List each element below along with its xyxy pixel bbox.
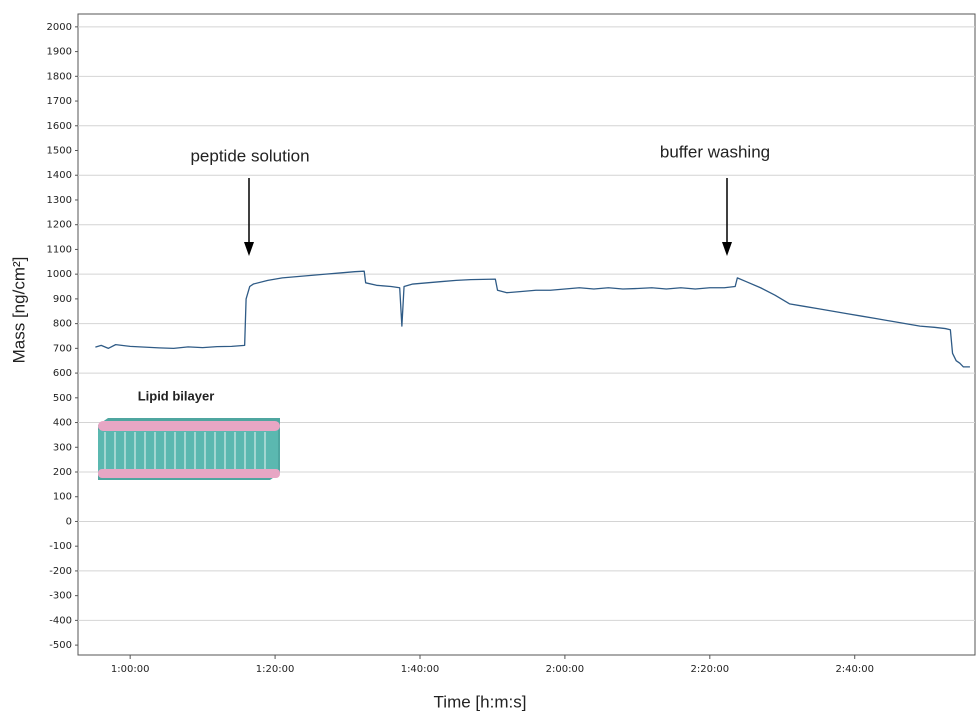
y-tick-label: 100 — [53, 492, 72, 503]
x-tick-label: 1:20:00 — [256, 664, 295, 675]
y-tick-label: 1400 — [47, 170, 72, 181]
arrow — [722, 178, 732, 256]
y-tick-label: 1500 — [47, 146, 72, 157]
y-tick-label: 0 — [66, 516, 72, 527]
y-tick-label: -100 — [49, 541, 72, 552]
plot-frame — [77, 13, 976, 656]
y-tick-label: -500 — [49, 640, 72, 651]
annotation: buffer washing — [660, 142, 770, 161]
annotation: peptide solution — [190, 146, 309, 165]
y-tick-label: 1800 — [47, 71, 72, 82]
arrow — [244, 178, 254, 256]
y-tick-label: 1000 — [47, 269, 72, 280]
y-tick-label: 1200 — [47, 220, 72, 231]
lipid-bilayer-illustration — [98, 418, 280, 480]
y-tick-label: 200 — [53, 467, 72, 478]
data-line — [95, 270, 970, 368]
x-tick-label: 1:40:00 — [401, 664, 440, 675]
y-tick-label: 700 — [53, 343, 72, 354]
x-tick-label: 2:00:00 — [546, 664, 585, 675]
y-tick-label: 400 — [53, 418, 72, 429]
x-tick-label: 2:20:00 — [691, 664, 730, 675]
y-tick-label: 500 — [53, 393, 72, 404]
y-tick-label: 2000 — [47, 22, 72, 33]
y-tick-label: 1100 — [47, 244, 72, 255]
y-tick-label: 1700 — [47, 96, 72, 107]
illustration-label: Lipid bilayer — [138, 388, 215, 403]
y-axis-label: Mass [ng/cm²] — [9, 257, 28, 364]
y-tick-label: -300 — [49, 591, 72, 602]
y-tick-label: 1600 — [47, 121, 72, 132]
y-tick-label: 1900 — [47, 47, 72, 58]
x-tick-label: 2:40:00 — [835, 664, 874, 675]
x-axis-label: Time [h:m:s] — [434, 692, 527, 711]
y-tick-label: 600 — [53, 368, 72, 379]
y-tick-label: 900 — [53, 294, 72, 305]
y-tick-label: 1300 — [47, 195, 72, 206]
y-tick-label: 800 — [53, 319, 72, 330]
y-tick-label: -200 — [49, 566, 72, 577]
y-tick-label: 300 — [53, 442, 72, 453]
x-tick-label: 1:00:00 — [111, 664, 150, 675]
y-tick-label: -400 — [49, 615, 72, 626]
